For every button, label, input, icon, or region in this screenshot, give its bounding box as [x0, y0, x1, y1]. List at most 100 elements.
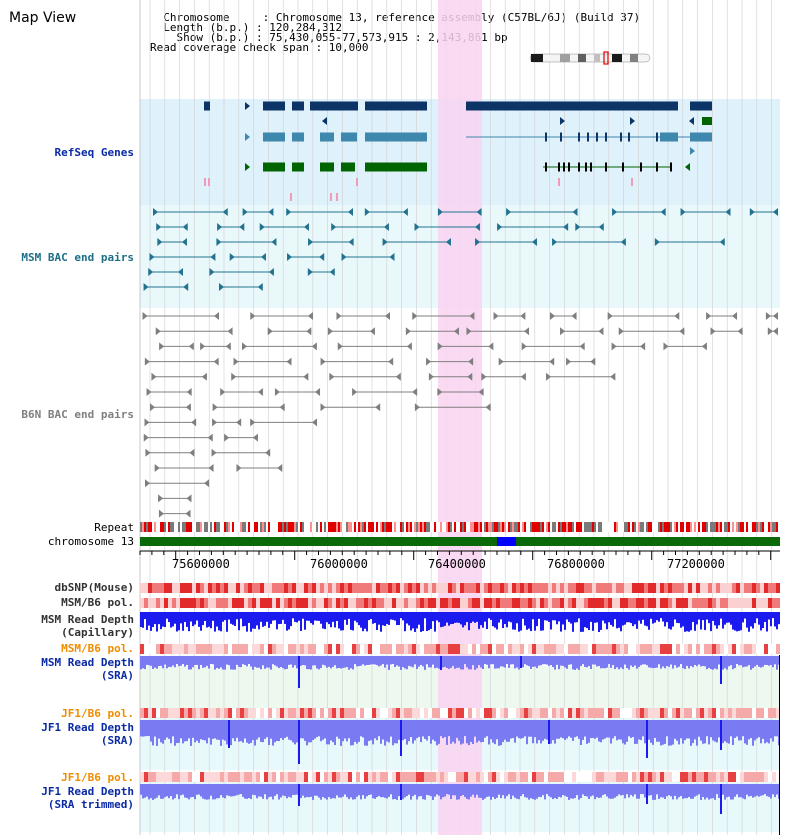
bac-end-marker — [312, 418, 318, 427]
depth-bar — [476, 784, 478, 795]
track-label-msm-b6-pol-2[interactable]: MSM/B6 pol. — [61, 642, 134, 655]
bac-end-marker — [191, 418, 197, 427]
depth-bar — [422, 720, 424, 737]
read-depth-tracks[interactable] — [140, 612, 780, 814]
heat-cell — [524, 598, 528, 608]
depth-bar — [640, 612, 642, 624]
repeat-segment — [274, 522, 276, 532]
heat-cell — [444, 708, 448, 718]
depth-bar — [374, 656, 376, 665]
heat-cell — [740, 644, 744, 654]
heat-cell — [264, 583, 268, 593]
track-label-jf1-b6-pol-2[interactable]: JF1/B6 pol. — [61, 771, 134, 784]
chromosome-bar[interactable] — [140, 537, 780, 546]
repeat-segment — [370, 522, 372, 532]
heat-cell — [324, 598, 328, 608]
ruler-tick-5: 77200000 — [667, 557, 725, 571]
b6n-bac-pairs[interactable] — [142, 312, 778, 518]
repeat-segment — [462, 522, 464, 532]
track-label-repeat[interactable]: Repeat — [94, 521, 134, 534]
depth-bar — [634, 784, 636, 795]
bac-end-marker — [426, 357, 432, 366]
depth-bar — [322, 720, 324, 740]
bac-end-marker — [765, 312, 771, 320]
refseq-gene-models[interactable] — [204, 101, 712, 202]
heat-cell — [384, 583, 388, 593]
depth-bar — [302, 612, 304, 619]
track-label-jf1-depth-sra[interactable]: JF1 Read Depth — [41, 721, 134, 734]
depth-bar — [668, 612, 670, 629]
repeat-segment — [286, 522, 288, 532]
depth-bar — [604, 784, 606, 795]
track-label-msm-bac[interactable]: MSM BAC end pairs — [21, 251, 134, 264]
track-label-jf1-b6-pol[interactable]: JF1/B6 pol. — [61, 707, 134, 720]
depth-bar — [484, 656, 486, 665]
selected-region-highlight[interactable] — [438, 0, 482, 835]
depth-bar — [314, 720, 316, 739]
heat-cell — [360, 583, 364, 593]
depth-bar — [556, 720, 558, 739]
heat-cell — [252, 583, 256, 593]
bac-end-marker — [466, 327, 472, 336]
bac-end-marker — [225, 342, 231, 351]
depth-bar — [654, 720, 656, 739]
depth-bar — [544, 784, 546, 800]
track-label-msm-b6-pol[interactable]: MSM/B6 pol. — [61, 596, 134, 609]
depth-bar — [332, 720, 334, 743]
bac-end-marker — [571, 312, 577, 320]
track-label-refseq[interactable]: RefSeq Genes — [54, 146, 134, 159]
depth-bar — [676, 720, 678, 741]
depth-bar — [530, 656, 532, 669]
bac-end-marker — [154, 464, 160, 472]
depth-bar — [598, 720, 600, 742]
depth-bar — [604, 612, 606, 624]
depth-bar — [140, 720, 142, 737]
depth-bar — [262, 720, 264, 743]
repeat-segment — [280, 522, 282, 532]
depth-bar — [308, 656, 310, 670]
depth-bar — [596, 656, 598, 667]
depth-bar — [546, 612, 548, 621]
heat-cell — [336, 644, 340, 654]
depth-bar — [442, 612, 444, 627]
depth-bar — [594, 784, 596, 800]
track-label-chromosome[interactable]: chromosome 13 — [47, 535, 134, 548]
heat-cell — [516, 598, 520, 608]
heat-cell — [696, 583, 700, 593]
depth-bar — [460, 720, 462, 745]
track-label-dbsnp[interactable]: dbSNP(Mouse) — [54, 581, 134, 594]
depth-bar — [450, 656, 452, 668]
depth-bar — [242, 784, 244, 797]
polymorphism-heat-tracks[interactable] — [140, 583, 780, 782]
repeat-track[interactable] — [140, 522, 780, 532]
repeat-segment — [660, 522, 662, 532]
track-label-msm-depth-capillary[interactable]: MSM Read Depth — [41, 613, 134, 626]
track-label-b6n-bac[interactable]: B6N BAC end pairs — [21, 408, 134, 421]
track-label-msm-depth-sra[interactable]: MSM Read Depth — [41, 656, 134, 669]
bac-end-marker — [549, 357, 555, 366]
depth-bar — [150, 784, 152, 799]
depth-bar — [564, 784, 566, 796]
depth-bar — [652, 612, 654, 624]
msm-bac-pairs[interactable] — [143, 208, 778, 291]
heat-cell — [276, 583, 280, 593]
depth-bar — [582, 656, 584, 665]
heat-cell — [684, 772, 688, 782]
depth-bar — [418, 656, 420, 667]
depth-bar — [246, 784, 248, 799]
track-label-jf1-depth-trimmed[interactable]: JF1 Read Depth — [41, 785, 134, 798]
repeat-segment — [472, 522, 474, 532]
repeat-segment — [254, 522, 256, 532]
bac-end-marker — [663, 342, 669, 351]
bac-end-marker — [468, 357, 474, 366]
heat-cell — [348, 708, 352, 718]
chromosome-ideogram[interactable] — [529, 51, 651, 65]
gene-exon — [690, 132, 712, 142]
heat-cell — [760, 583, 764, 593]
bac-end-marker — [277, 464, 283, 472]
heat-cell — [740, 708, 744, 718]
heat-cell — [320, 708, 324, 718]
bac-end-marker — [209, 268, 215, 276]
depth-bar — [548, 612, 550, 622]
